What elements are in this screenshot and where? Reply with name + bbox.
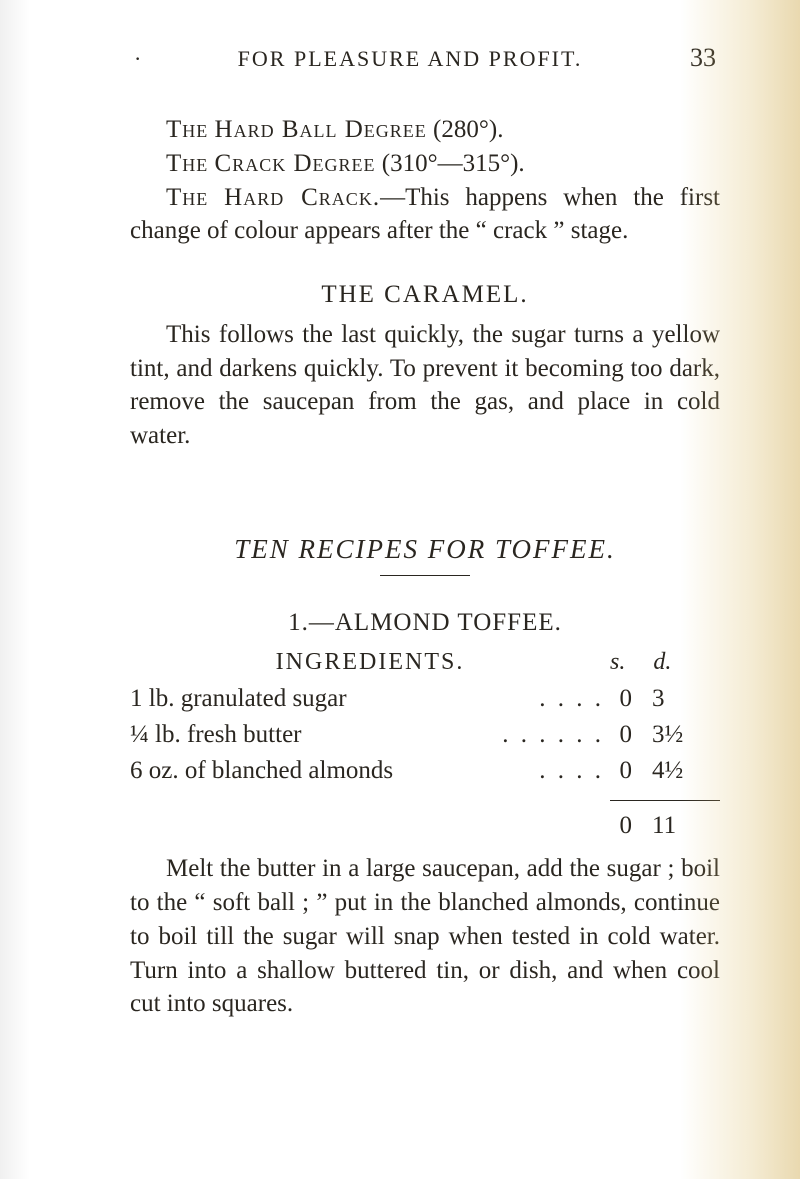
ingredients-label: INGREDIENTS. xyxy=(130,646,610,678)
degree-line-1: The Hard Ball Degree (280°). xyxy=(130,113,720,147)
book-page: · FOR PLEASURE AND PROFIT. 33 The Hard B… xyxy=(0,0,800,1179)
body-text: The Hard Ball Degree (280°). The Crack D… xyxy=(130,113,720,1021)
ingredient-row: 6 oz. of blanched almonds . . . . 04½ xyxy=(130,754,720,788)
running-head-text: FOR PLEASURE AND PROFIT. xyxy=(154,44,666,74)
degree-line-3: The Hard Crack.—This happens when the fi… xyxy=(130,181,720,249)
caramel-text: This follows the last quickly, the sugar… xyxy=(130,318,720,453)
caramel-title: THE CARAMEL. xyxy=(130,278,720,312)
recipes-head: TEN RECIPES FOR TOFFEE. xyxy=(130,531,720,567)
total-rule xyxy=(610,800,720,801)
dot-lead: · xyxy=(134,44,154,74)
sd-header: s. d. xyxy=(610,646,720,678)
ingredients-header: INGREDIENTS. s. d. xyxy=(130,646,720,680)
page-number: 33 xyxy=(666,40,716,75)
ingredient-row: ¼ lb. fresh butter . . . . . . 03½ xyxy=(130,718,720,752)
ingredient-row: 1 lb. granulated sugar . . . . 03 xyxy=(130,682,720,716)
ingredients-total: 011 xyxy=(130,809,720,843)
rule-divider xyxy=(380,575,470,576)
running-header: · FOR PLEASURE AND PROFIT. 33 xyxy=(130,40,720,75)
degree-line-2: The Crack Degree (310°—315°). xyxy=(130,147,720,181)
recipe-1-method: Melt the butter in a large saucepan, add… xyxy=(130,852,720,1021)
recipe-1-title: 1.—ALMOND TOFFEE. xyxy=(130,606,720,640)
